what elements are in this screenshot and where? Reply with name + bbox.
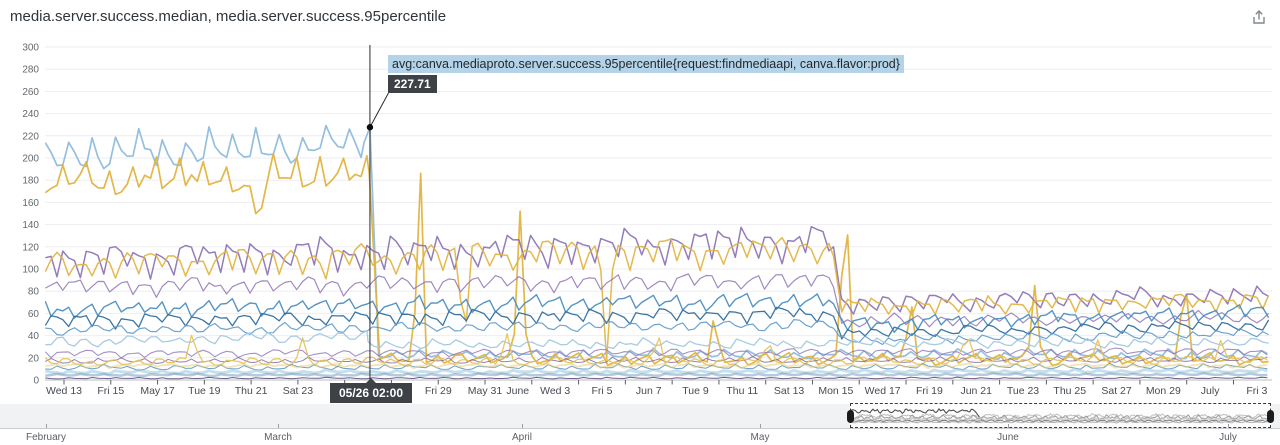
series-line [45, 333, 1268, 368]
month-label: May [750, 432, 770, 443]
cursor-time-chip: 05/26 02:00 [330, 378, 412, 403]
month-tick [522, 424, 523, 428]
minimap-line [850, 416, 1270, 423]
y-tick-label: 300 [22, 43, 39, 54]
x-tick-label: Tue 23 [1007, 385, 1039, 397]
month-label: July [1219, 432, 1237, 443]
month-tick [1228, 424, 1229, 428]
month-tick [278, 424, 279, 428]
x-tick-label: Wed 17 [865, 385, 901, 397]
y-tick-label: 280 [22, 65, 39, 76]
cursor-dot [366, 124, 374, 131]
y-tick-label: 0 [33, 376, 39, 387]
y-tick-label: 40 [28, 331, 40, 342]
cursor-connector [369, 92, 389, 128]
y-tick-label: 200 [22, 154, 39, 165]
x-tick-label: Fri 15 [97, 385, 124, 397]
y-tick-label: 80 [28, 287, 40, 298]
x-tick-label: Mon 29 [1146, 385, 1181, 397]
page-title: media.server.success.median, media.serve… [10, 8, 447, 25]
export-icon [1253, 10, 1265, 24]
scrubber-strip[interactable] [0, 403, 1280, 429]
x-tick-label: Thu 21 [235, 385, 268, 397]
y-tick-label: 260 [22, 87, 39, 98]
x-tick-label: Tue 9 [682, 385, 709, 397]
y-tick-label: 140 [22, 220, 39, 231]
tooltip-query: avg:canva.mediaproto.server.success.95pe… [388, 55, 904, 73]
y-tick-label: 100 [22, 265, 39, 276]
x-tick-label: June [506, 385, 529, 397]
x-tick-label: Fri 29 [425, 385, 452, 397]
y-tick-label: 20 [28, 353, 40, 364]
x-tick-label: Fri 5 [591, 385, 612, 397]
y-tick-label: 180 [22, 176, 39, 187]
month-tick [1008, 424, 1009, 428]
month-tick [760, 424, 761, 428]
y-tick-label: 160 [22, 198, 39, 209]
month-label: April [511, 432, 533, 443]
x-tick-label: Wed 13 [46, 385, 82, 397]
x-tick-label: May 31 [468, 385, 503, 397]
series-line [45, 292, 1270, 333]
x-tick-label: Thu 25 [1053, 385, 1086, 397]
series-line [45, 152, 1269, 367]
tooltip-value: 227.71 [388, 75, 437, 93]
x-tick-label: May 17 [140, 385, 175, 397]
month-label: March [264, 432, 292, 443]
x-tick-label: Mon 15 [818, 385, 853, 397]
series-line [45, 347, 1268, 359]
y-tick-label: 220 [22, 131, 39, 142]
brush-handle-left[interactable] [847, 409, 854, 423]
x-tick-label: Sat 23 [283, 385, 314, 397]
series-line [45, 329, 1269, 350]
hover-tooltip: avg:canva.mediaproto.server.success.95pe… [388, 55, 904, 93]
y-tick-label: 120 [22, 242, 39, 253]
timeseries-chart[interactable]: 0 20 40 60 80 100 120 140 160 180 200 220 240 260 280 3… [0, 40, 1280, 398]
minimap-line [850, 408, 983, 421]
export-button[interactable] [1249, 8, 1269, 28]
selection-brush[interactable] [847, 403, 1274, 428]
month-label: June [997, 432, 1019, 443]
y-tick-label: 60 [28, 309, 40, 320]
series-line [45, 371, 1268, 378]
minimap-chart [850, 408, 1270, 424]
series-line [45, 376, 1268, 380]
series-line [45, 225, 1269, 315]
x-tick-label: Jun 21 [960, 385, 992, 397]
y-tick-label: 240 [22, 109, 39, 120]
series-line [45, 236, 1270, 361]
series-line [45, 273, 1270, 328]
brush-handle-right[interactable] [1267, 409, 1274, 423]
timeline-months[interactable]: February March April May June July [0, 424, 1280, 445]
x-tick-label: Tue 19 [188, 385, 220, 397]
month-label: February [25, 432, 67, 443]
series-line [45, 362, 1268, 370]
x-tick-label: Wed 3 [540, 385, 570, 397]
month-tick [46, 424, 47, 428]
x-tick-label: Sat 27 [1101, 385, 1132, 397]
x-tick-label: Jun 7 [636, 385, 662, 397]
x-tick-label: Fri 19 [916, 385, 943, 397]
series-line [45, 124, 1268, 360]
x-tick-label: Sat 13 [774, 385, 805, 397]
x-tick-label: July [1201, 385, 1220, 397]
series-line [45, 367, 1268, 376]
minimap-line [850, 420, 1270, 424]
series-line [45, 306, 1270, 340]
x-tick-label: Thu 11 [726, 385, 758, 397]
series-group [45, 124, 1270, 380]
x-tick-label: Fri 3 [1246, 385, 1267, 397]
